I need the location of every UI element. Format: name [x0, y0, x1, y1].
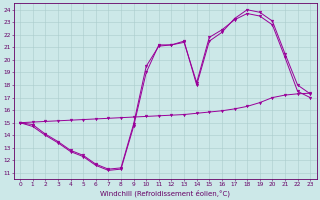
X-axis label: Windchill (Refroidissement éolien,°C): Windchill (Refroidissement éolien,°C)	[100, 189, 230, 197]
